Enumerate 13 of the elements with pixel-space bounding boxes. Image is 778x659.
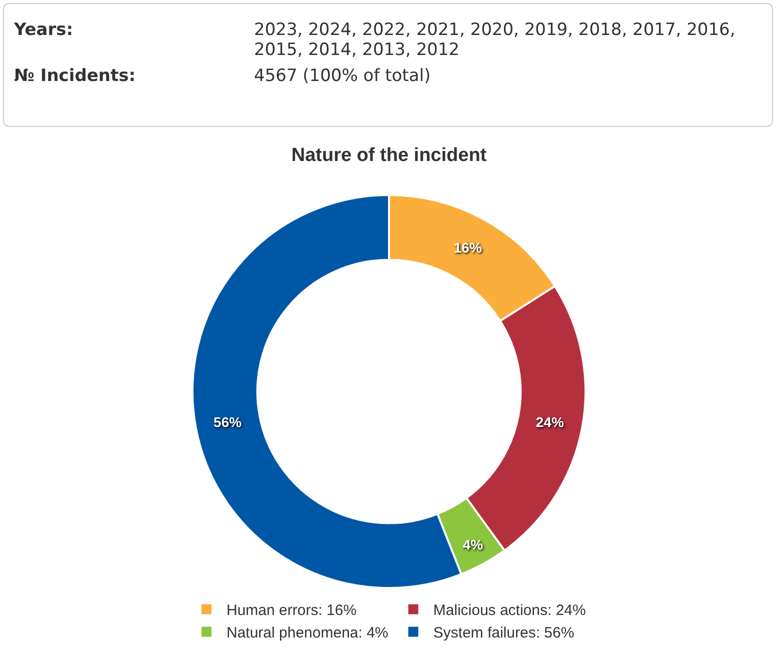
legend-label: System failures: 56%: [433, 624, 574, 642]
text: Years:: [14, 20, 74, 42]
data-label: 16%: [454, 240, 482, 256]
text: № Incidents:: [14, 66, 137, 86]
data-label: 24%: [536, 414, 564, 430]
legend-label: Human errors: 16%: [226, 602, 357, 620]
data-label: 56%: [214, 414, 242, 430]
chart-title: Nature of the incident: [291, 145, 488, 166]
legend-label: Malicious actions: 24%: [433, 602, 586, 620]
legend-label: Natural phenomena: 4%: [226, 624, 388, 642]
text: 2023, 2024, 2022, 2021, 2020, 2019, 2018, 2017, 2016, 2015, 2014, 2013, 2012: [254, 20, 736, 60]
data-label: 4%: [462, 536, 484, 553]
text: 4567 (100% of total): [254, 66, 432, 86]
